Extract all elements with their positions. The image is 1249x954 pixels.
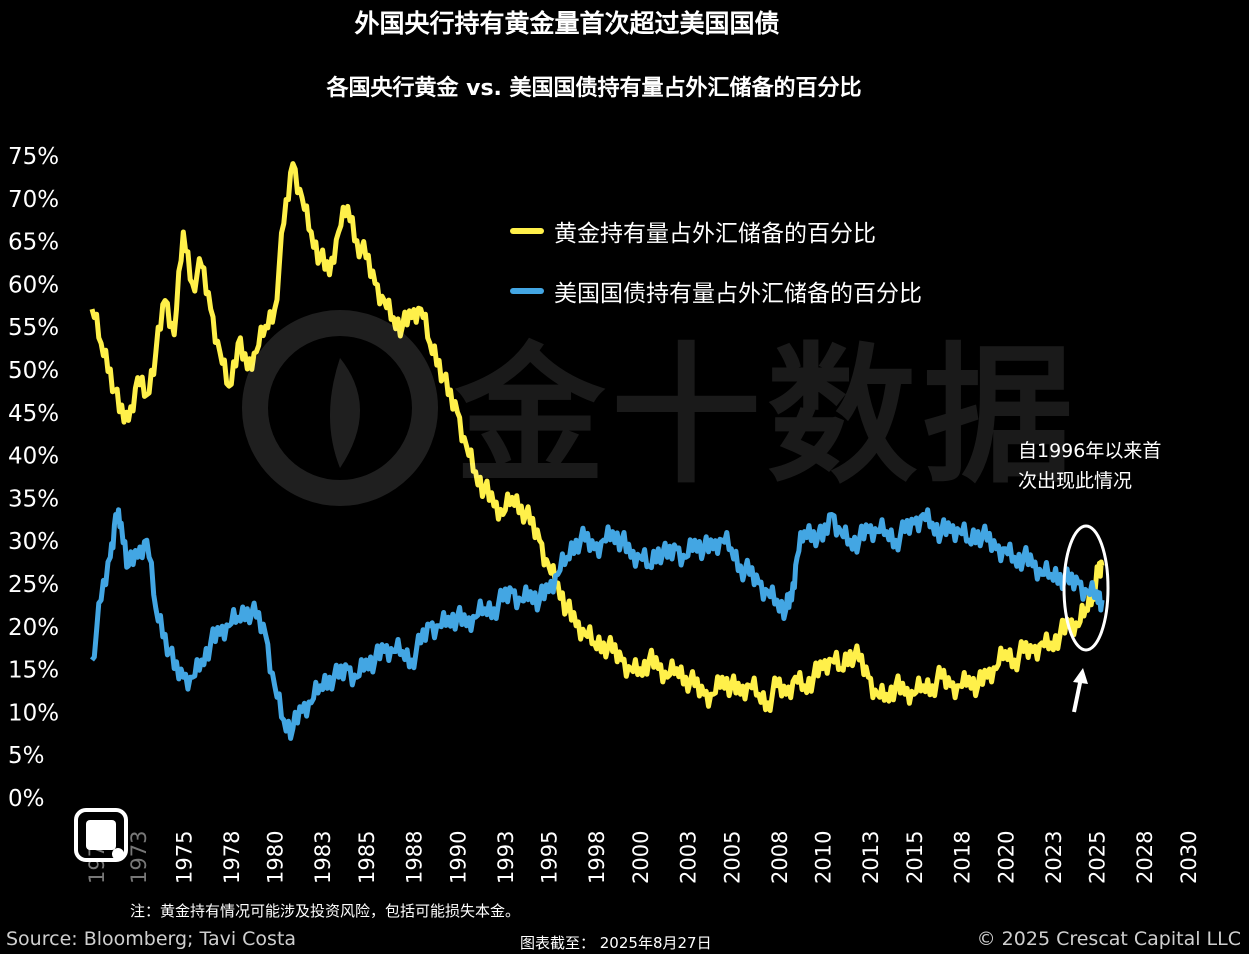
y-axis-ticks: 0% 5% 10% 15% 20% 25% 30% 35% 40% 45% 50% 55% 60% 65%… — [8, 144, 59, 812]
y-tick-label: 55% — [8, 315, 59, 341]
arrow-icon — [1072, 668, 1088, 713]
capture-date: 图表截至： 2025年8月27日 — [520, 934, 712, 952]
legend-label-gold: 黄金持有量占外汇储备的百分比 — [554, 221, 876, 247]
x-tick-label: 1990 — [446, 831, 470, 884]
x-tick-label: 2025 — [1086, 831, 1110, 884]
y-tick-label: 60% — [8, 272, 59, 298]
x-tick-label: 2010 — [812, 831, 836, 884]
x-tick-label: 2005 — [720, 831, 744, 884]
y-tick-label: 15% — [8, 658, 59, 684]
x-tick-label: 1975 — [172, 831, 196, 884]
highlight-ellipse — [1062, 524, 1110, 652]
x-tick-label: 2028 — [1133, 831, 1157, 884]
y-tick-label: 75% — [8, 144, 59, 170]
source-text: Source: Bloomberg; Tavi Costa — [6, 928, 297, 950]
series-line-gold — [89, 161, 1105, 713]
x-tick-label: 1995 — [538, 831, 562, 884]
y-tick-label: 10% — [8, 700, 59, 726]
page-subtitle: 各国央行黄金 vs. 美国国债持有量占外汇储备的百分比 — [326, 76, 862, 101]
series-line-treasury — [90, 507, 1105, 741]
page-title: 外国央行持有黄金量首次超过美国国债 — [354, 9, 780, 38]
legend-item-gold: 黄金持有量占外汇储备的百分比 — [510, 214, 876, 248]
watermark-text: 金十数据 — [455, 330, 1080, 504]
x-tick-label: 1983 — [311, 831, 335, 884]
legend-label-treasury: 美国国债持有量占外汇储备的百分比 — [554, 281, 922, 307]
x-tick-label: 2030 — [1177, 831, 1201, 884]
x-tick-label: 2015 — [903, 831, 927, 884]
x-tick-label: 1973 — [127, 831, 151, 884]
annotation-line-1: 自1996年以来首 — [1018, 440, 1162, 462]
y-tick-label: 50% — [8, 358, 59, 384]
x-tick-label: 2003 — [676, 831, 700, 884]
y-tick-label: 20% — [8, 615, 59, 641]
y-tick-label: 25% — [8, 572, 59, 598]
x-tick-label: 2020 — [994, 831, 1018, 884]
x-tick-label: 1985 — [355, 831, 379, 884]
x-tick-label: 2018 — [950, 831, 974, 884]
copyright-text: © 2025 Crescat Capital LLC — [976, 928, 1241, 950]
x-tick-label: 1980 — [264, 831, 288, 884]
x-tick-label: 1978 — [220, 831, 244, 884]
y-tick-label: 45% — [8, 401, 59, 427]
x-tick-label: 2013 — [859, 831, 883, 884]
x-tick-label: 2008 — [768, 831, 792, 884]
legend-swatch-treasury — [510, 288, 544, 294]
image-search-icon[interactable] — [72, 806, 130, 864]
y-tick-label: 70% — [8, 187, 59, 213]
legend-item-treasury: 美国国债持有量占外汇储备的百分比 — [510, 274, 922, 308]
disclaimer-note: 注：黄金持有情况可能涉及投资风险，包括可能损失本金。 — [130, 902, 521, 920]
y-tick-label: 65% — [8, 230, 59, 256]
x-tick-label: 2023 — [1042, 831, 1066, 884]
y-tick-label: 30% — [8, 529, 59, 555]
y-tick-label: 0% — [8, 786, 45, 812]
x-axis-ticks: 1970 1973 1975 1978 1980 1983 1985 1988 1990 1993… — [85, 831, 1201, 884]
legend-swatch-gold — [510, 228, 544, 234]
y-tick-label: 5% — [8, 743, 45, 769]
annotation: 自1996年以来首 次出现此情况 — [1018, 436, 1198, 496]
x-tick-label: 1988 — [402, 831, 426, 884]
annotation-line-2: 次出现此情况 — [1018, 470, 1133, 492]
x-tick-label: 1998 — [585, 831, 609, 884]
series-layer — [89, 161, 1105, 741]
y-tick-label: 40% — [8, 444, 59, 470]
x-tick-label: 1993 — [494, 831, 518, 884]
x-tick-label: 2000 — [629, 831, 653, 884]
y-tick-label: 35% — [8, 486, 59, 512]
